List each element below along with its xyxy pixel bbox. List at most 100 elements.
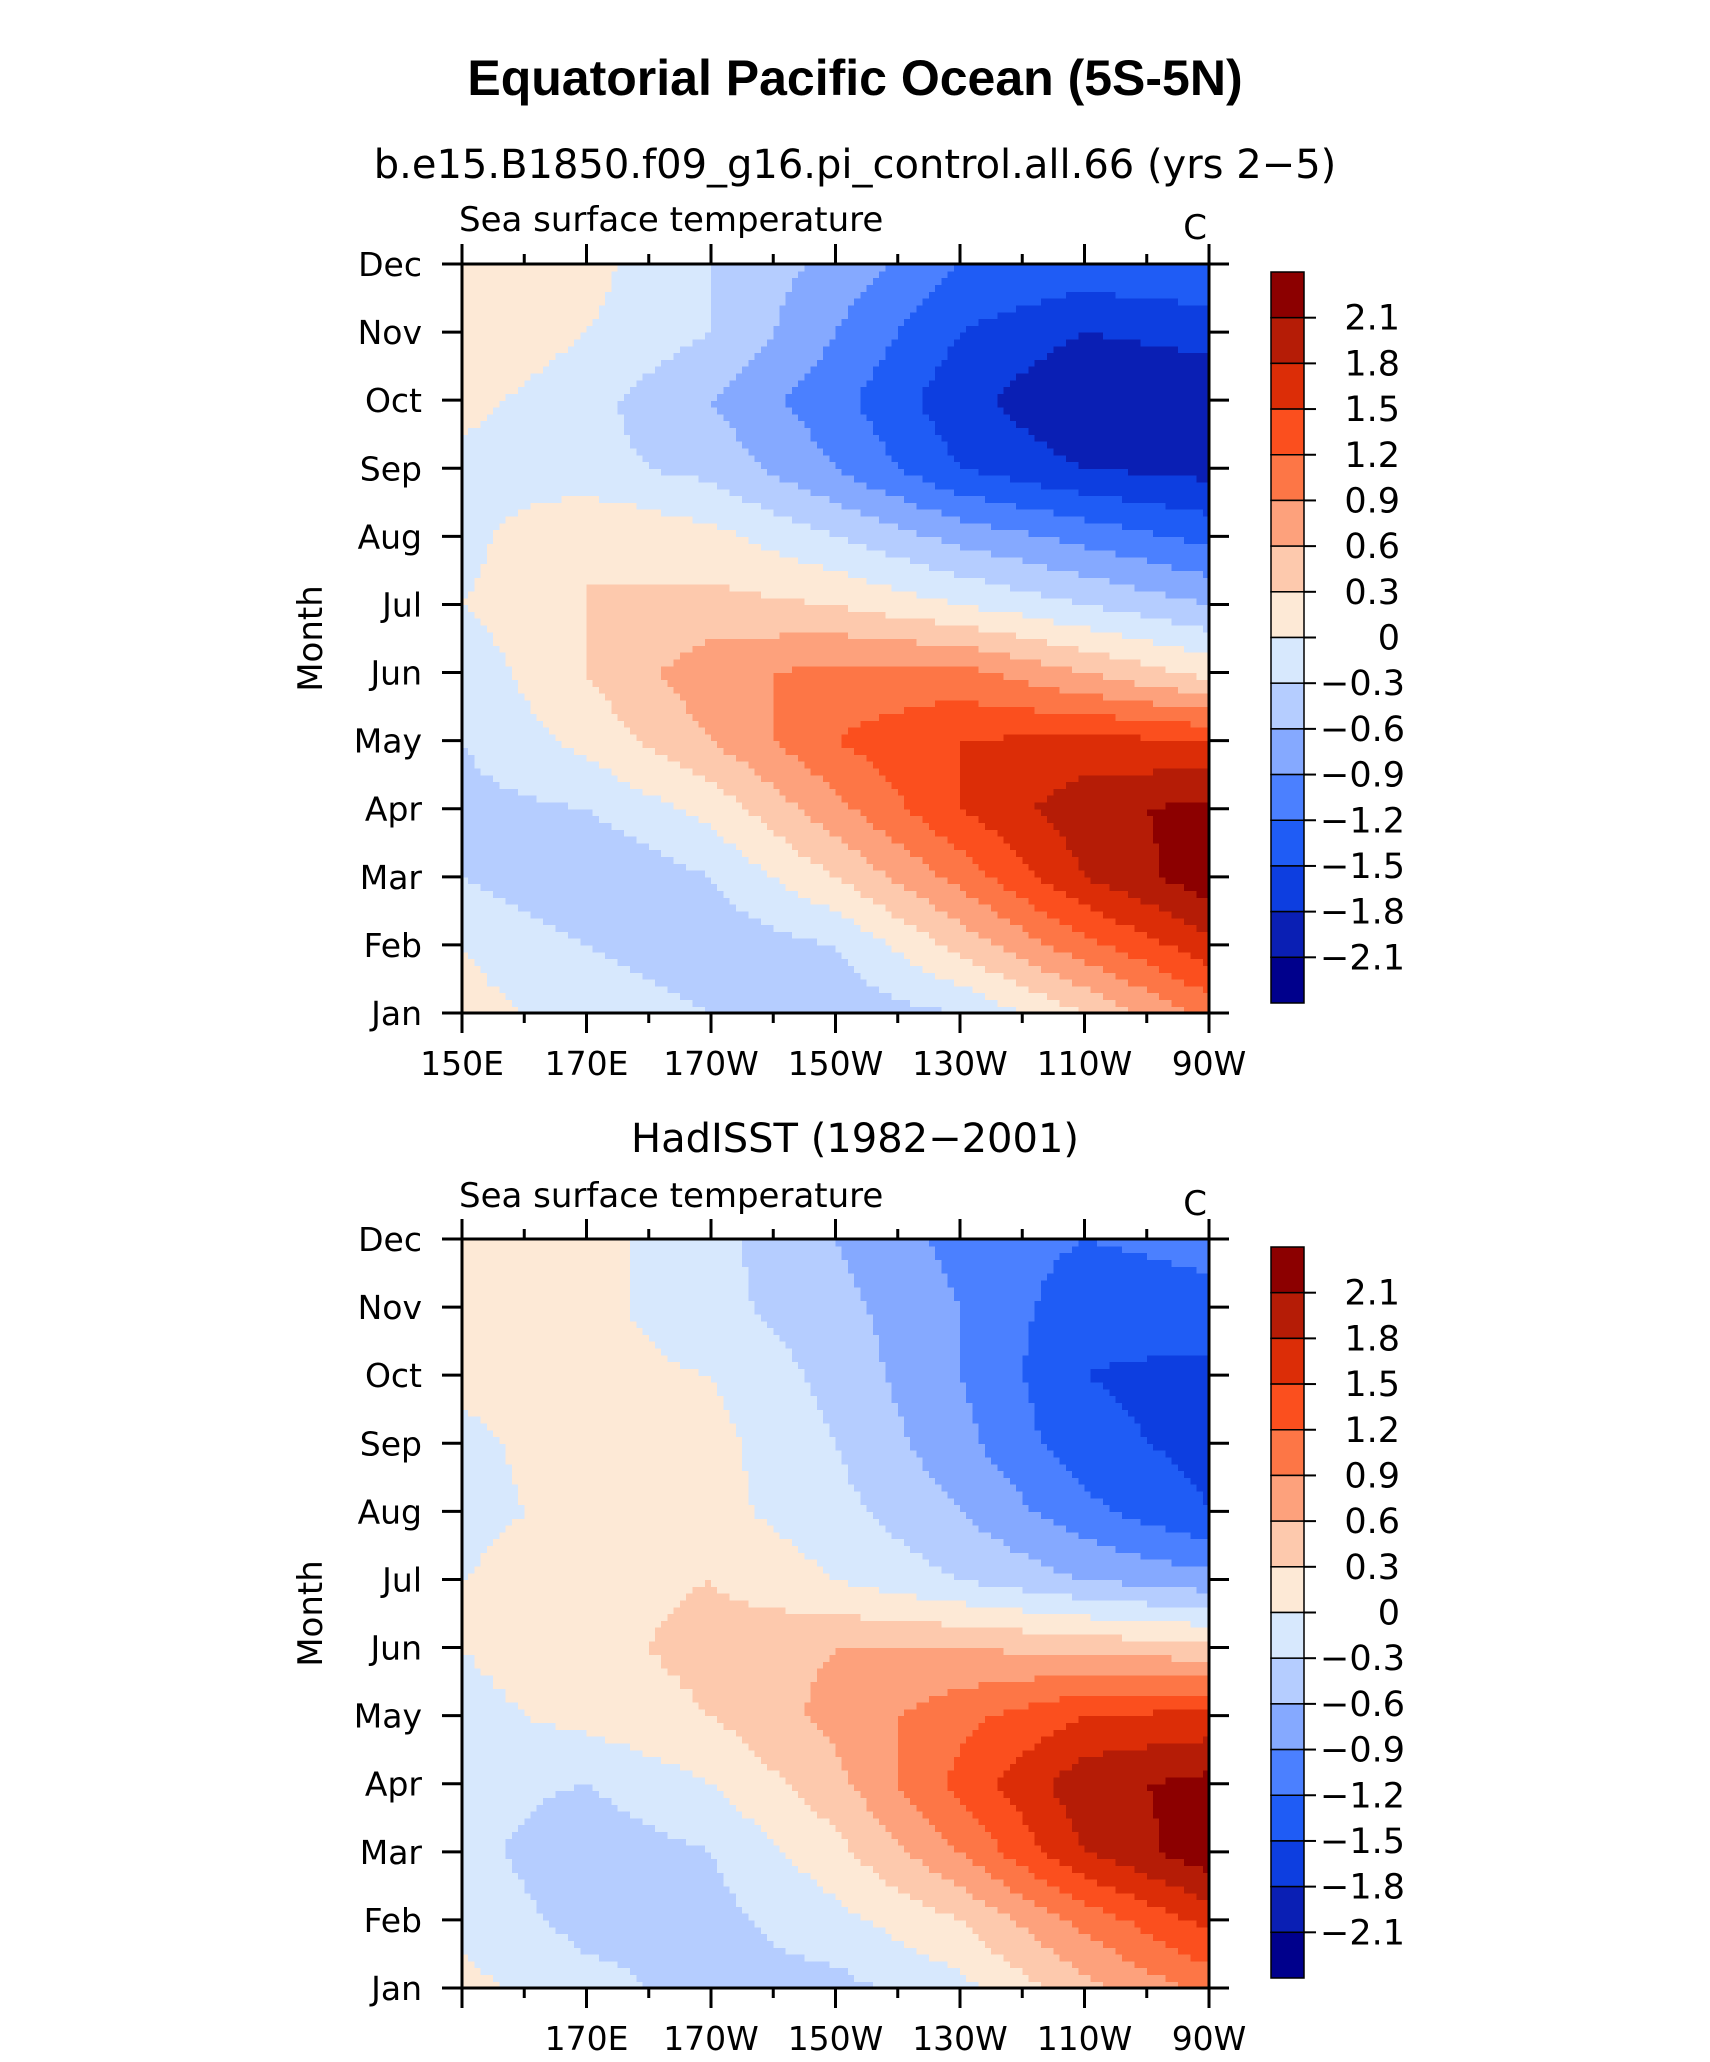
- contour-cell: [630, 877, 637, 884]
- contour-cell: [767, 945, 774, 952]
- contour-cell: [636, 945, 643, 952]
- contour-cell: [792, 802, 799, 809]
- contour-cell: [481, 931, 488, 938]
- contour-cell: [692, 918, 699, 925]
- contour-cell: [1035, 795, 1042, 802]
- contour-cell: [493, 897, 500, 904]
- contour-cell: [1128, 870, 1135, 877]
- contour-cell: [1053, 795, 1060, 802]
- contour-cell: [562, 911, 569, 918]
- contour-cell: [630, 884, 637, 891]
- contour-cell: [948, 802, 955, 809]
- contour-cell: [574, 938, 581, 945]
- contour-cell: [823, 979, 830, 986]
- contour-cell: [599, 775, 606, 782]
- contour-cell: [867, 959, 874, 966]
- contour-cell: [748, 897, 755, 904]
- contour-cell: [499, 945, 506, 952]
- contour-cell: [618, 822, 625, 829]
- contour-cell: [524, 918, 531, 925]
- contour-cell: [817, 904, 824, 911]
- contour-cell: [1159, 931, 1166, 938]
- contour-cell: [811, 931, 818, 938]
- contour-cell: [636, 754, 643, 761]
- contour-cell: [979, 761, 986, 768]
- contour-cell: [580, 877, 587, 884]
- contour-cell: [879, 788, 886, 795]
- contour-cell: [892, 802, 899, 809]
- contour-cell: [1184, 952, 1191, 959]
- contour-cell: [966, 809, 973, 816]
- contour-cell: [1103, 781, 1110, 788]
- contour-cell: [686, 795, 693, 802]
- contour-cell: [568, 972, 575, 979]
- contour-cell: [948, 870, 955, 877]
- contour-cell: [674, 897, 681, 904]
- contour-cell: [742, 850, 749, 857]
- contour-cell: [1147, 959, 1154, 966]
- contour-cell: [605, 863, 612, 870]
- contour-cell: [867, 795, 874, 802]
- contour-cell: [599, 781, 606, 788]
- contour-cell: [941, 775, 948, 782]
- contour-cell: [898, 904, 905, 911]
- contour-cell: [860, 822, 867, 829]
- contour-cell: [985, 884, 992, 891]
- contour-cell: [730, 809, 737, 816]
- contour-cell: [1165, 986, 1172, 993]
- contour-cell: [929, 884, 936, 891]
- contour-cell: [979, 829, 986, 836]
- contour-cell: [562, 952, 569, 959]
- contour-cell: [873, 822, 880, 829]
- contour-cell: [1178, 884, 1185, 891]
- contour-cell: [1197, 884, 1204, 891]
- contour-cell: [680, 904, 687, 911]
- contour-cell: [1116, 924, 1123, 931]
- contour-cell: [916, 870, 923, 877]
- contour-cell: [823, 952, 830, 959]
- contour-cell: [493, 959, 500, 966]
- contour-cell: [867, 972, 874, 979]
- contour-cell: [779, 795, 786, 802]
- contour-cell: [1041, 856, 1048, 863]
- contour-cell: [954, 836, 961, 843]
- contour-cell: [717, 938, 724, 945]
- contour-cell: [587, 795, 594, 802]
- contour-cell: [786, 959, 793, 966]
- contour-cell: [474, 945, 481, 952]
- contour-cell: [1103, 890, 1110, 897]
- contour-cell: [543, 802, 550, 809]
- contour-cell: [1103, 952, 1110, 959]
- contour-cell: [692, 809, 699, 816]
- contour-cell: [1165, 870, 1172, 877]
- contour-cell: [923, 795, 930, 802]
- contour-cell: [941, 822, 948, 829]
- contour-cell: [1053, 965, 1060, 972]
- contour-cell: [1122, 904, 1129, 911]
- contour-cell: [499, 877, 506, 884]
- contour-cell: [811, 986, 818, 993]
- contour-cell: [711, 775, 718, 782]
- contour-cell: [979, 836, 986, 843]
- contour-cell: [649, 775, 656, 782]
- contour-cell: [748, 938, 755, 945]
- contour-cell: [742, 795, 749, 802]
- contour-cell: [474, 931, 481, 938]
- contour-cell: [823, 822, 830, 829]
- contour-cell: [699, 768, 706, 775]
- contour-cell: [885, 911, 892, 918]
- contour-cell: [636, 856, 643, 863]
- contour-cell: [593, 856, 600, 863]
- contour-cell: [991, 754, 998, 761]
- contour-cell: [892, 999, 899, 1006]
- contour-cell: [748, 788, 755, 795]
- contour-cell: [711, 911, 718, 918]
- contour-cell: [711, 863, 718, 870]
- contour-cell: [674, 931, 681, 938]
- contour-cell: [468, 918, 475, 925]
- contour-cell: [1103, 959, 1110, 966]
- contour-cell: [898, 979, 905, 986]
- contour-cell: [767, 884, 774, 891]
- contour-cell: [468, 822, 475, 829]
- contour-cell: [1085, 829, 1092, 836]
